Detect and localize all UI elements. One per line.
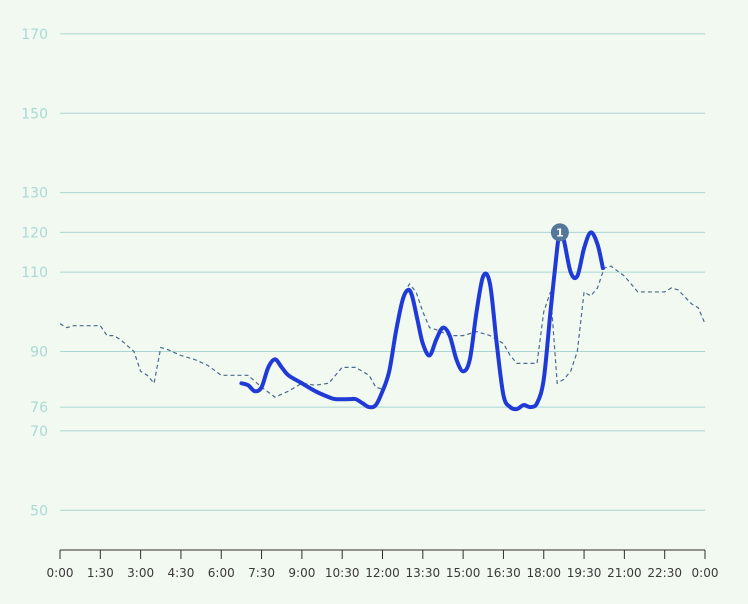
y-axis-labels: 50 70 76 90 110 120 130 150 170 — [21, 27, 48, 519]
annotations: 1 — [550, 223, 569, 242]
annotation-marker[interactable]: 1 — [550, 223, 569, 242]
x-tick-label: 16:30 — [486, 566, 521, 580]
y-tick-label: 120 — [21, 225, 48, 241]
y-tick-label: 90 — [30, 344, 48, 360]
annotation-marker-label: 1 — [556, 226, 564, 239]
y-tick-label: 130 — [21, 186, 48, 202]
annotation-marker-circle[interactable] — [550, 223, 569, 242]
solid-series-line — [239, 230, 605, 412]
x-tick-label: 10:30 — [325, 566, 360, 580]
x-tick-label: 13:30 — [406, 566, 441, 580]
x-tick-label: 7:30 — [248, 566, 275, 580]
y-tick-label: 50 — [30, 503, 48, 519]
x-tick-label: 9:00 — [288, 566, 315, 580]
x-tick-label: 6:00 — [208, 566, 235, 580]
x-axis: 0:00 1:30 3:00 4:30 6:00 7:30 9:00 10:30 12:00 13… — [47, 549, 719, 580]
dashed-series-line — [59, 265, 706, 398]
x-tick-label: 4:30 — [167, 566, 194, 580]
x-tick-label: 21:00 — [607, 566, 642, 580]
x-tick-label: 18:00 — [526, 566, 561, 580]
x-tick-label: 3:00 — [127, 566, 154, 580]
x-tick-label: 19:30 — [567, 566, 602, 580]
y-tick-label: 170 — [21, 27, 48, 43]
y-gridlines — [60, 33, 705, 511]
y-tick-label: 70 — [30, 424, 48, 440]
x-tick-label: 15:00 — [446, 566, 481, 580]
y-tick-label: 76 — [30, 400, 48, 416]
y-tick-label: 110 — [21, 265, 48, 281]
x-tick-label: 0:00 — [692, 566, 719, 580]
y-tick-label: 150 — [21, 106, 48, 122]
x-tick-label: 0:00 — [47, 566, 74, 580]
x-tick-label: 22:30 — [647, 566, 682, 580]
x-tick-label: 1:30 — [87, 566, 114, 580]
x-tick-label: 12:00 — [365, 566, 400, 580]
series-lines — [59, 230, 706, 412]
